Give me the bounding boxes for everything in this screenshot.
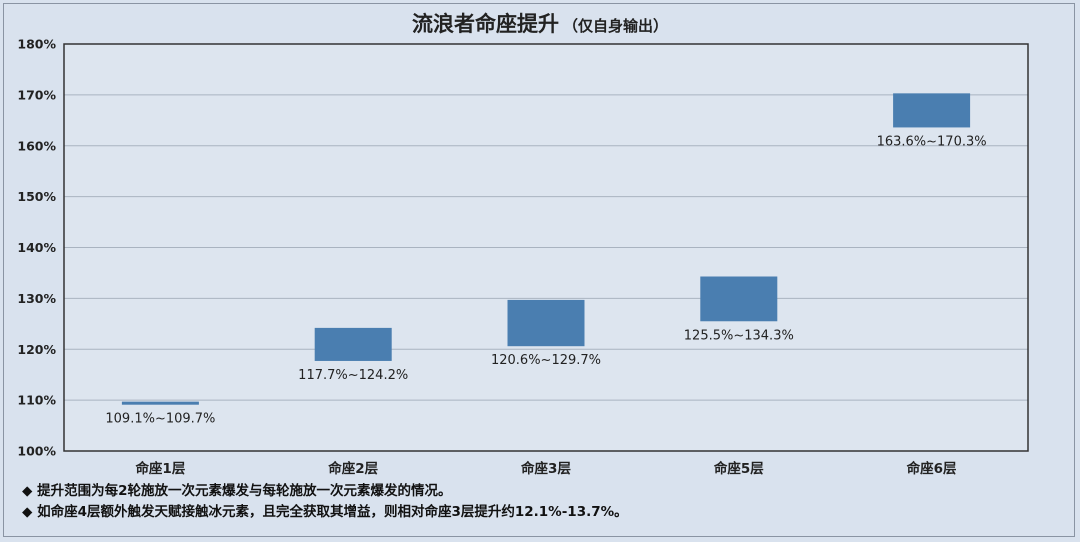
y-tick-label: 150% xyxy=(17,189,56,204)
plot-border xyxy=(63,43,1029,452)
bar xyxy=(893,93,971,128)
chart-title: 流浪者命座提升 （仅自身输出） xyxy=(0,8,1080,38)
y-tick-label: 180% xyxy=(17,37,56,52)
y-tick-label: 120% xyxy=(17,342,56,357)
data-label: 125.5%~134.3% xyxy=(684,328,794,343)
bar xyxy=(700,276,778,322)
x-tick-label: 命座1层 xyxy=(134,460,185,477)
note-1: ◆ 提升范围为每2轮施放一次元素爆发与每轮施放一次元素爆发的情况。 xyxy=(22,483,452,499)
y-tick-label: 110% xyxy=(17,393,56,408)
chart-title-sub: （仅自身输出） xyxy=(562,17,668,35)
bar xyxy=(507,299,585,347)
bar xyxy=(314,327,392,361)
data-label: 163.6%~170.3% xyxy=(877,134,987,149)
chart-title-main: 流浪者命座提升 xyxy=(411,12,559,36)
y-tick-label: 170% xyxy=(17,87,56,102)
floating-bar-chart: 100% 110% 120% 130% 140% 150% 160% 170% 180% 109.… xyxy=(17,37,1029,477)
x-tick-label: 命座6层 xyxy=(906,460,957,477)
data-label: 120.6%~129.7% xyxy=(491,353,601,368)
chart-notes: ◆ 提升范围为每2轮施放一次元素爆发与每轮施放一次元素爆发的情况。 ◆ 如命座4… xyxy=(22,481,628,523)
bar xyxy=(121,401,199,405)
y-tick-label: 100% xyxy=(17,444,56,459)
note-2: ◆ 如命座4层额外触发天赋接触冰元素，且完全获取其增益，则相对命座3层提升约12… xyxy=(22,504,628,520)
y-tick-label: 160% xyxy=(17,138,56,153)
y-tick-label: 130% xyxy=(17,291,56,306)
y-tick-label: 140% xyxy=(17,240,56,255)
x-tick-label: 命座3层 xyxy=(520,460,571,477)
x-tick-label: 命座5层 xyxy=(713,460,764,477)
data-label: 109.1%~109.7% xyxy=(105,412,215,427)
x-tick-label: 命座2层 xyxy=(327,460,378,477)
chart-frame xyxy=(3,3,1075,537)
data-label: 117.7%~124.2% xyxy=(298,368,408,383)
